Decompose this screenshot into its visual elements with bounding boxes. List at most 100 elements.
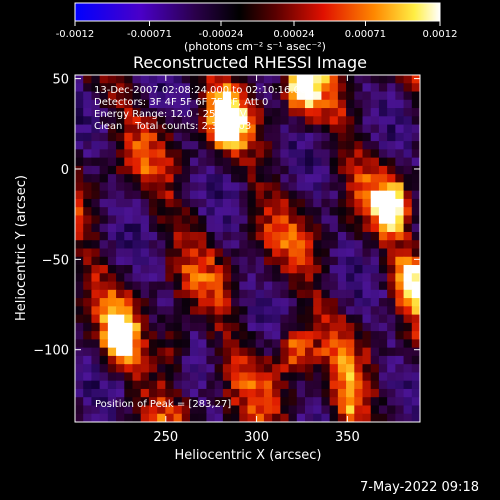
heatmap-cell (91, 157, 101, 167)
heatmap-cell (346, 314, 355, 324)
heatmap-cell (148, 190, 158, 200)
heatmap-cell (354, 372, 364, 382)
heatmap-cell (387, 108, 396, 117)
heatmap-cell (222, 223, 232, 233)
heatmap-cell (190, 116, 199, 126)
heatmap-cell (222, 347, 232, 357)
heatmap-cell (263, 165, 273, 175)
heatmap-cell (411, 306, 420, 316)
heatmap-cell (329, 207, 339, 217)
heatmap-cell (263, 405, 273, 415)
heatmap-cell (321, 174, 331, 183)
heatmap-cell (165, 198, 175, 208)
heatmap-cell (296, 413, 306, 422)
heatmap-cell (124, 157, 134, 167)
heatmap-cell (206, 265, 216, 274)
heatmap-cell (148, 281, 158, 291)
heatmap-cell (272, 339, 281, 349)
heatmap-cell (165, 116, 175, 126)
heatmap-cell (411, 99, 420, 109)
heatmap-cell (346, 157, 355, 167)
heatmap-cell (124, 141, 134, 150)
heatmap-cell (329, 347, 339, 357)
heatmap-cell (91, 289, 101, 299)
heatmap-cell (263, 298, 273, 307)
heatmap-cell (165, 265, 175, 274)
heatmap-cell (387, 380, 396, 390)
heatmap-cell (231, 116, 240, 126)
heatmap-cell (140, 149, 150, 159)
heatmap-cell (329, 265, 339, 274)
heatmap-cell (222, 322, 232, 332)
heatmap-cell (395, 355, 405, 365)
heatmap-cell (173, 231, 183, 241)
heatmap-cell (239, 132, 249, 142)
heatmap-cell (296, 256, 306, 266)
heatmap-cell (354, 240, 364, 250)
heatmap-cell (403, 298, 413, 307)
heatmap-cell (165, 165, 175, 175)
heatmap-cell (296, 388, 306, 398)
heatmap-cell (222, 174, 232, 183)
heatmap-cell (280, 124, 290, 134)
heatmap-cell (247, 281, 257, 291)
heatmap-cell (263, 331, 273, 340)
heatmap-cell (362, 190, 372, 200)
heatmap-cell (329, 223, 339, 233)
heatmap-cell (91, 314, 101, 324)
heatmap-cell (157, 322, 166, 332)
heatmap-cell (140, 331, 150, 340)
heatmap-cell (75, 116, 84, 126)
heatmap-cell (231, 372, 240, 382)
heatmap-cell (107, 281, 117, 291)
heatmap-cell (346, 273, 355, 283)
heatmap-cell (378, 355, 388, 365)
heatmap-cell (370, 281, 380, 291)
heatmap-cell (321, 240, 331, 250)
heatmap-cell (296, 347, 306, 357)
heatmap-cell (387, 314, 396, 324)
heatmap-cell (132, 141, 142, 150)
heatmap-cell (305, 240, 314, 250)
heatmap-cell (263, 223, 273, 233)
heatmap-cell (288, 75, 298, 84)
heatmap-cell (272, 364, 281, 374)
colorbar (74, 2, 441, 22)
heatmap-cell (321, 248, 331, 258)
heatmap-cell (239, 141, 249, 150)
heatmap-cell (157, 240, 166, 250)
heatmap-cell (313, 331, 323, 340)
heatmap-cell (247, 198, 257, 208)
heatmap-cell (305, 380, 314, 390)
heatmap-cell (165, 108, 175, 117)
heatmap-cell (288, 405, 298, 415)
heatmap-cell (247, 364, 257, 374)
heatmap-cell (346, 207, 355, 217)
heatmap-cell (239, 75, 249, 84)
heatmap-cell (288, 132, 298, 142)
heatmap-cell (190, 207, 199, 217)
heatmap-cell (370, 99, 380, 109)
heatmap-cell (378, 124, 388, 134)
heatmap-cell (222, 405, 232, 415)
heatmap-cell (346, 405, 355, 415)
heatmap-cell (263, 281, 273, 291)
heatmap-cell (214, 339, 224, 349)
heatmap-cell (337, 91, 347, 101)
heatmap-cell (411, 132, 420, 142)
heatmap-cell (247, 141, 257, 150)
heatmap-cell (214, 165, 224, 175)
heatmap-cell (91, 265, 101, 274)
heatmap-cell (165, 248, 175, 258)
heatmap-cell (387, 215, 396, 225)
heatmap-cell (272, 231, 281, 241)
heatmap-cell (305, 157, 314, 167)
heatmap-cell (198, 182, 208, 192)
heatmap-cell (255, 347, 265, 357)
heatmap-cell (239, 231, 249, 241)
heatmap-cell (190, 223, 199, 233)
heatmap-cell (329, 190, 339, 200)
heatmap-cell (255, 75, 265, 84)
heatmap-cell (91, 75, 101, 84)
heatmap-cell (231, 397, 240, 407)
